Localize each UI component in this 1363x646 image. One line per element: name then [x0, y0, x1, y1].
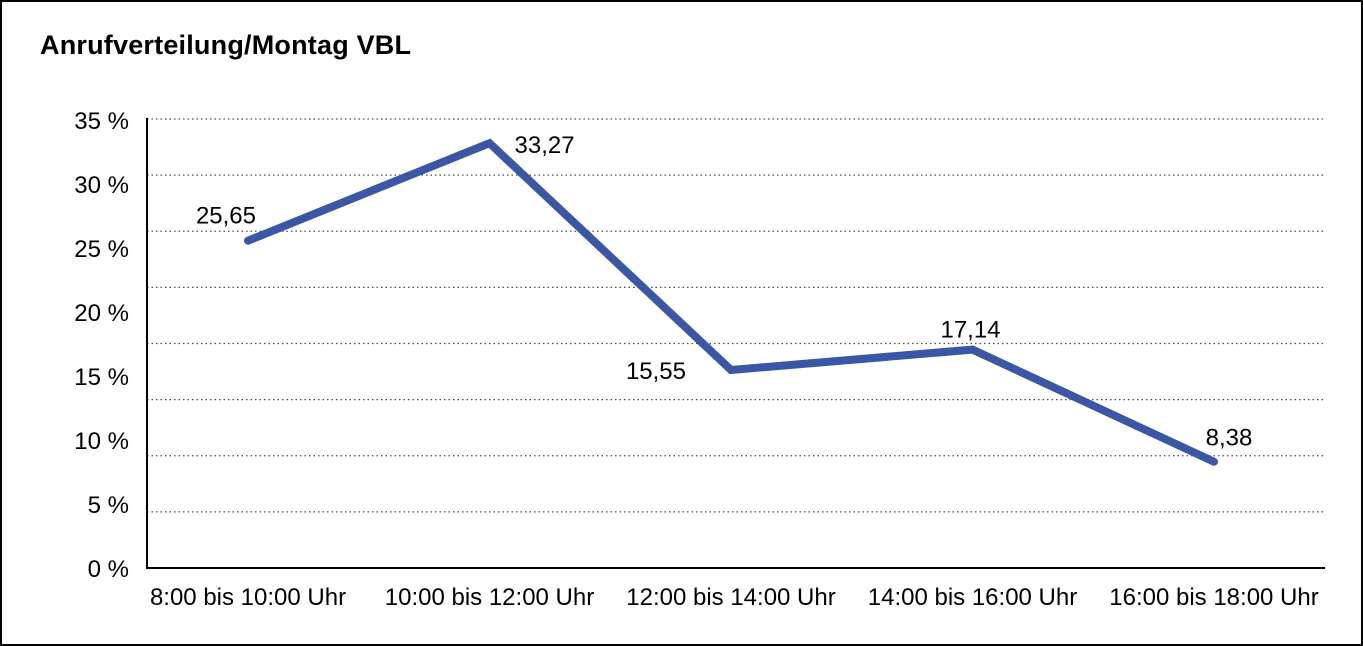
data-point-label: 25,65	[196, 203, 256, 230]
y-axis-tick-label: 5 %	[88, 492, 129, 519]
x-axis-tick-label: 14:00 bis 16:00 Uhr	[868, 584, 1077, 611]
data-point-label: 33,27	[515, 132, 575, 159]
y-axis-tick-label: 15 %	[74, 364, 129, 391]
y-axis-tick-label: 10 %	[74, 428, 129, 455]
data-point-label: 17,14	[940, 317, 1000, 344]
y-axis-tick-label: 20 %	[74, 300, 129, 327]
y-axis-tick-label: 25 %	[74, 236, 129, 263]
x-axis-tick-label: 8:00 bis 10:00 Uhr	[150, 584, 346, 611]
x-axis-tick-label: 12:00 bis 14:00 Uhr	[626, 584, 835, 611]
y-axis-tick-label: 0 %	[88, 556, 129, 583]
chart-title: Anrufverteilung/Montag VBL	[40, 30, 412, 60]
data-point-label: 15,55	[626, 358, 686, 385]
data-point-label: 8,38	[1206, 425, 1253, 452]
x-axis-tick-label: 16:00 bis 18:00 Uhr	[1109, 584, 1318, 611]
data-series-line	[244, 138, 1218, 466]
y-axis-tick-label: 30 %	[74, 172, 129, 199]
x-axis-tick-label: 10:00 bis 12:00 Uhr	[385, 584, 594, 611]
y-axis-tick-label: 35 %	[74, 108, 129, 135]
